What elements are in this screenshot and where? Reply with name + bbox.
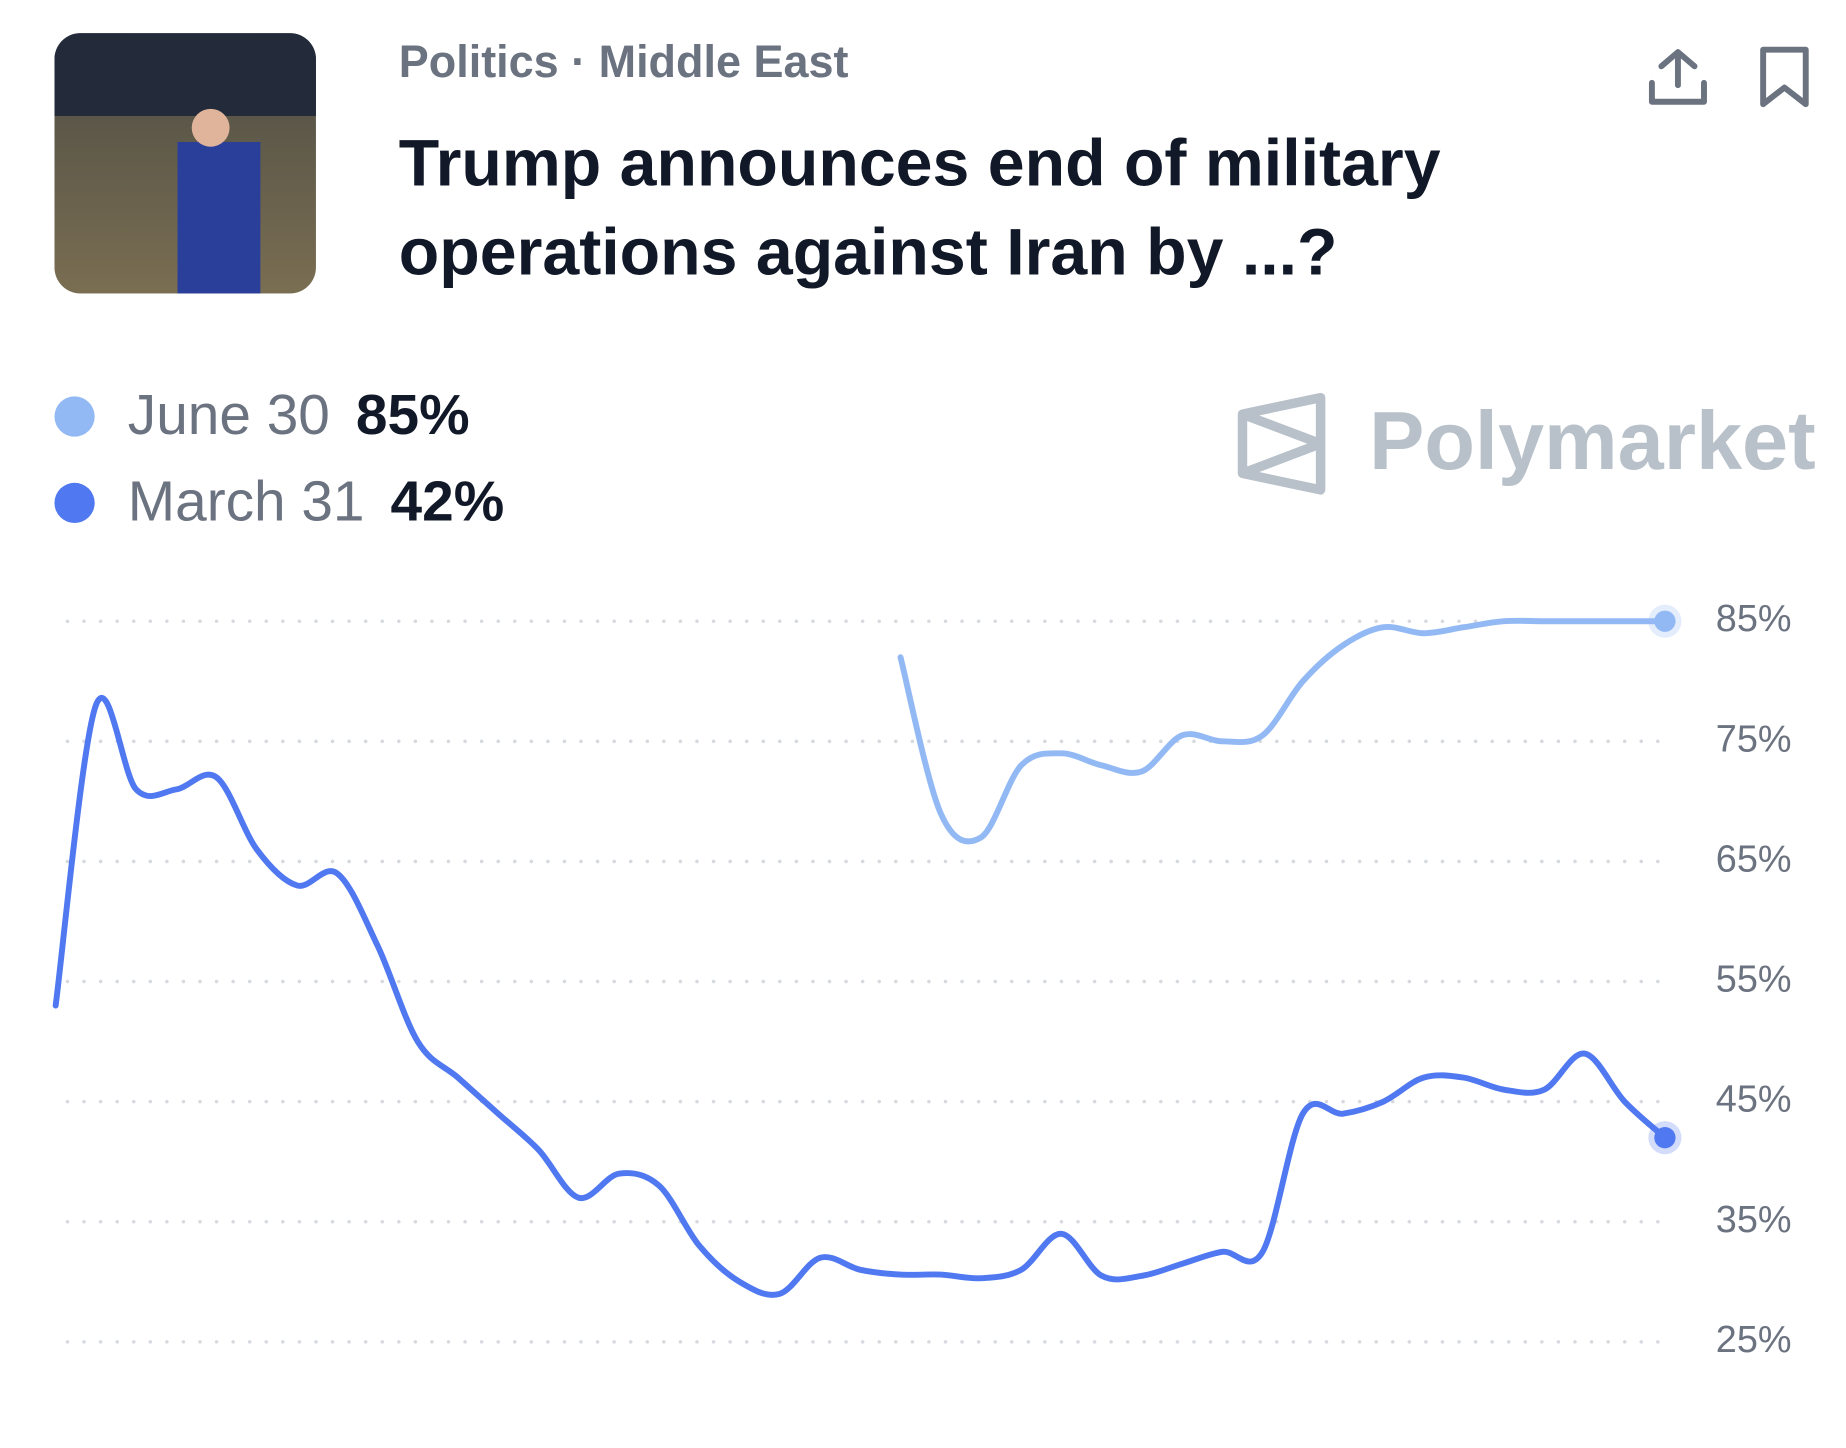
end-point (1654, 610, 1676, 632)
title-line: operations against Iran by ...? (399, 215, 1338, 289)
series-line (52, 694, 1668, 1298)
thumbnail[interactable] (54, 33, 316, 294)
title-line: Trump announces end of military (399, 127, 1441, 201)
brand-name: Polymarket (1369, 394, 1816, 487)
legend: June 30 85% March 31 42% (54, 384, 504, 533)
legend-label: June 30 (128, 384, 330, 447)
legend-value: 85% (356, 384, 470, 447)
y-tick-label: 25% (1716, 1319, 1792, 1361)
legend-marker (54, 396, 95, 437)
legend-marker (54, 482, 95, 524)
category: Politics · Middle East (399, 36, 849, 87)
bookmark-button[interactable] (1760, 46, 1809, 108)
legend-value: 42% (391, 470, 505, 533)
plot: 25% 35% 45% 55% 65% 75% 85% (52, 598, 1792, 1361)
y-tick-label: 85% (1716, 598, 1792, 640)
y-tick-label: 45% (1716, 1079, 1792, 1121)
y-tick-label: 65% (1716, 838, 1792, 880)
y-tick-label: 35% (1716, 1199, 1792, 1241)
end-point (1654, 1127, 1676, 1149)
brand-logo (1237, 392, 1326, 495)
series-line (897, 617, 1668, 845)
legend-label: March 31 (128, 470, 365, 533)
share-button[interactable] (1648, 49, 1707, 105)
y-tick-label: 75% (1716, 718, 1792, 760)
y-tick-label: 55% (1716, 959, 1792, 1001)
